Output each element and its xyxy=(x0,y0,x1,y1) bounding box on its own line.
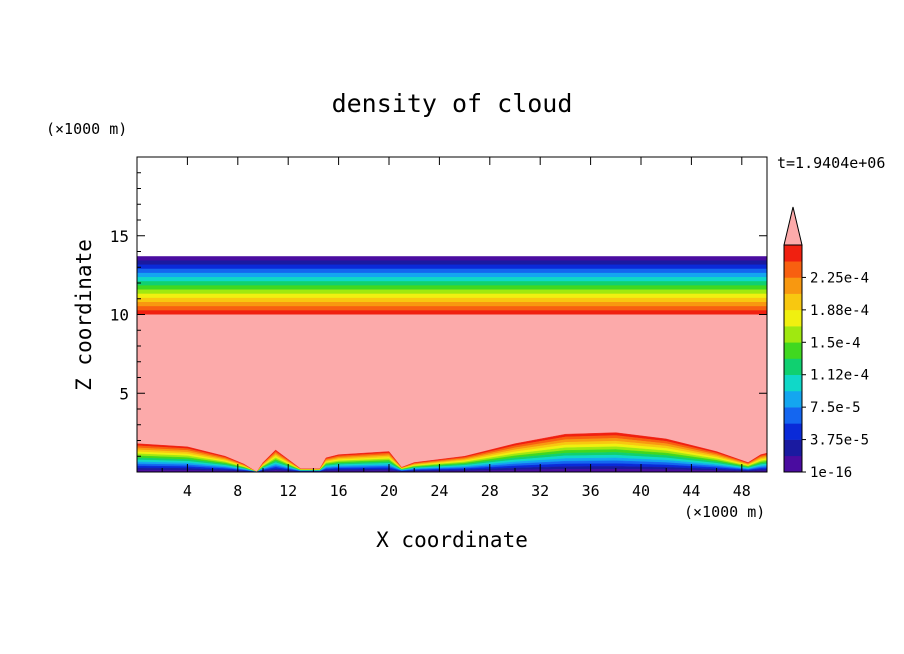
colorbar-segment xyxy=(784,374,802,392)
chart-title: density of cloud xyxy=(332,89,573,118)
upper-contour-band xyxy=(137,302,767,307)
colorbar-segment xyxy=(784,245,802,262)
upper-contour-band xyxy=(137,281,767,286)
colorbar-label: 1e-16 xyxy=(810,465,852,481)
colorbar-segment xyxy=(784,261,802,278)
colorbar-segment xyxy=(784,407,802,424)
upper-contour-band xyxy=(137,260,767,266)
x-unit-label: (×1000 m) xyxy=(684,503,765,521)
upper-contour-band xyxy=(137,310,767,316)
colorbar-label: 7.5e-5 xyxy=(810,400,861,416)
colorbar-segment xyxy=(784,358,802,376)
upper-contour-band xyxy=(137,289,767,295)
colorbar-segment xyxy=(784,309,802,327)
colorbar-label: 3.75e-5 xyxy=(810,433,869,449)
y-tick-label: 15 xyxy=(110,227,129,246)
x-tick-label: 8 xyxy=(233,482,242,500)
y-tick-label: 10 xyxy=(110,306,129,325)
colorbar-frame xyxy=(783,244,803,473)
x-tick-label: 16 xyxy=(330,482,348,500)
colorbar-segment xyxy=(784,326,802,343)
upper-contour-band xyxy=(137,293,767,299)
y-axis-ticks: 5 10 15 xyxy=(110,172,767,457)
x-tick-label: 40 xyxy=(632,482,650,500)
upper-contour-band xyxy=(137,285,767,291)
colorbar-label: 1.5e-4 xyxy=(810,335,861,351)
colorbar-segment xyxy=(784,455,802,473)
x-tick-label: 32 xyxy=(531,482,549,500)
colorbar: 1e-16 3.75e-5 7.5e-5 1.12e-4 1.5e-4 1.88e-4 2.… xyxy=(783,206,869,481)
colorbar-segment xyxy=(784,293,802,311)
colorbar-segment xyxy=(784,342,802,359)
upper-contour-band xyxy=(137,306,767,311)
x-tick-label: 36 xyxy=(582,482,600,500)
y-unit-label: (×1000 m) xyxy=(46,120,127,138)
colorbar-label: 1.88e-4 xyxy=(810,303,869,319)
colorbar-segment xyxy=(784,423,802,440)
x-tick-label: 12 xyxy=(279,482,297,500)
upper-contour-band xyxy=(137,256,767,261)
upper-contour-band xyxy=(137,268,767,274)
x-tick-label: 20 xyxy=(380,482,398,500)
colorbar-overflow-arrow xyxy=(783,206,803,246)
time-label: t=1.9404e+06 xyxy=(777,154,885,172)
contour-field xyxy=(137,256,767,472)
upper-contour-band xyxy=(137,277,767,282)
colorbar-label: 1.12e-4 xyxy=(810,368,869,384)
colorbar-segment xyxy=(784,439,802,457)
x-tick-label: 28 xyxy=(481,482,499,500)
x-tick-label: 48 xyxy=(733,482,751,500)
x-tick-label: 4 xyxy=(183,482,192,500)
colorbar-label: 2.25e-4 xyxy=(810,270,869,286)
y-axis-label: Z coordinate xyxy=(72,239,96,391)
upper-contour-band xyxy=(137,297,767,303)
y-tick-label: 5 xyxy=(119,384,129,403)
colorbar-segment xyxy=(784,277,802,294)
x-tick-label: 24 xyxy=(430,482,448,500)
x-axis-label: X coordinate xyxy=(376,528,528,552)
colorbar-segment xyxy=(784,390,802,408)
upper-contour-band xyxy=(137,264,767,270)
x-axis-ticks: 4 8 12 16 20 24 28 32 36 40 44 48 xyxy=(161,157,751,500)
x-tick-label: 44 xyxy=(682,482,700,500)
upper-contour-band xyxy=(137,272,767,278)
